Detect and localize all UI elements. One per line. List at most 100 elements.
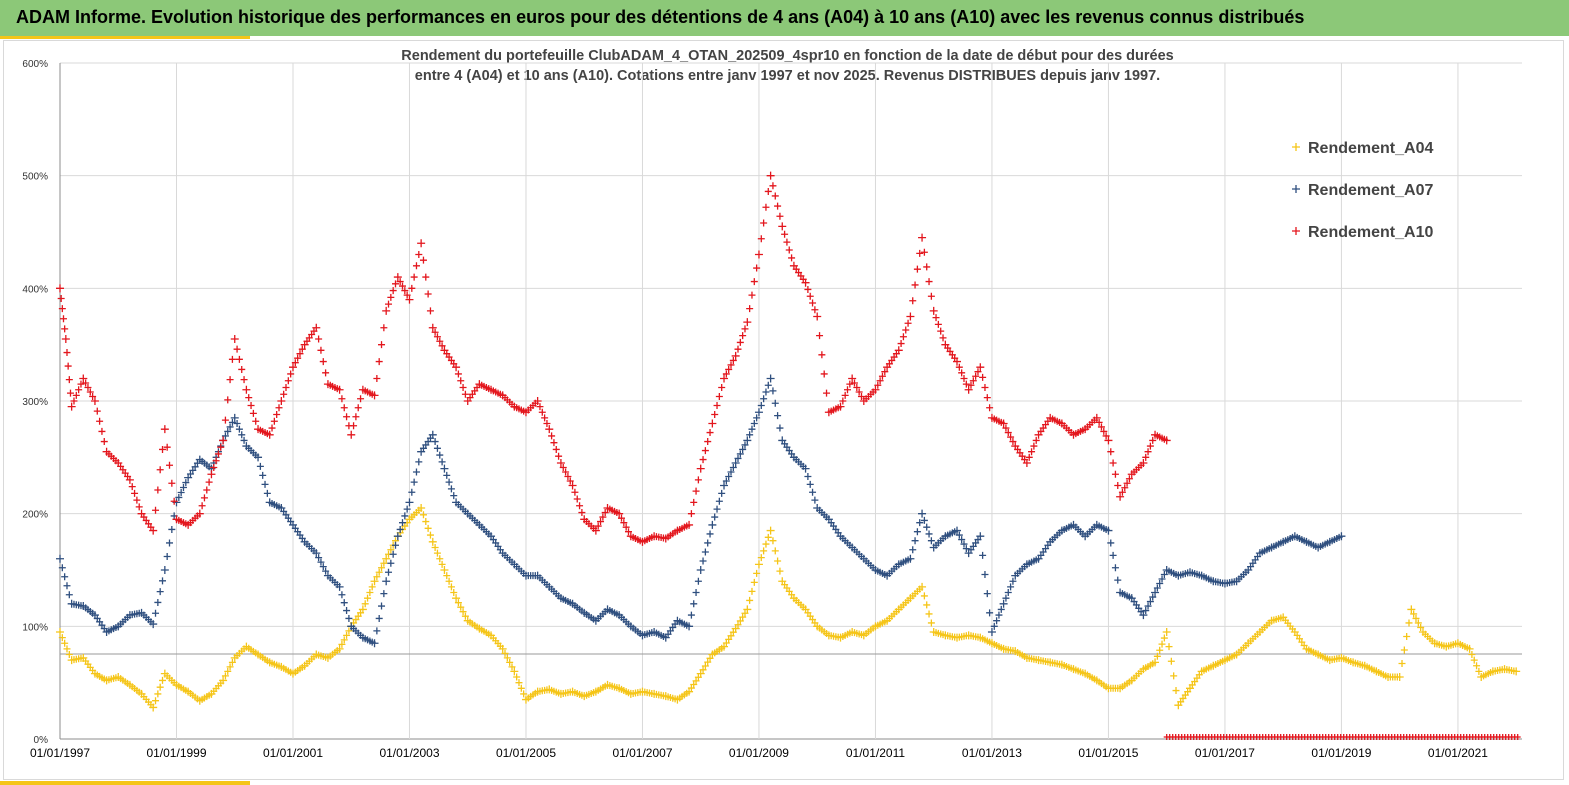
data-point xyxy=(156,683,164,691)
data-point xyxy=(166,461,174,469)
data-point xyxy=(410,478,418,486)
data-point xyxy=(335,582,344,591)
data-point xyxy=(58,305,66,313)
data-point xyxy=(962,545,970,553)
data-point xyxy=(287,370,295,378)
data-point xyxy=(207,470,216,479)
data-point xyxy=(960,374,968,382)
data-point xyxy=(373,573,381,581)
data-point xyxy=(685,687,694,696)
data-point xyxy=(368,583,376,591)
legend-label: Rendement_A10 xyxy=(1308,224,1433,241)
data-point xyxy=(98,427,106,435)
data-point xyxy=(958,536,966,544)
data-point xyxy=(816,332,824,340)
data-point xyxy=(195,509,204,518)
data-point xyxy=(748,291,756,299)
data-point xyxy=(727,468,735,476)
data-point xyxy=(955,363,963,371)
data-point xyxy=(447,583,455,591)
data-point xyxy=(436,555,444,563)
data-point xyxy=(754,560,763,569)
chart-title-line2: entre 4 (A04) et 10 ans (A10). Cotations… xyxy=(414,68,1161,84)
data-point xyxy=(461,390,469,398)
data-point xyxy=(393,532,402,541)
data-point xyxy=(997,605,1005,613)
data-point xyxy=(56,627,64,636)
data-point xyxy=(1473,662,1481,670)
data-point xyxy=(419,511,427,519)
x-tick-label: 01/01/1997 xyxy=(30,746,90,760)
data-point xyxy=(1107,539,1115,547)
data-point xyxy=(454,370,462,378)
data-point xyxy=(754,408,763,417)
data-point xyxy=(1144,602,1152,610)
data-point xyxy=(86,388,94,396)
data-point xyxy=(221,432,229,440)
data-point xyxy=(428,537,437,546)
data-point xyxy=(65,376,73,384)
data-point xyxy=(1009,577,1017,585)
data-point xyxy=(1146,442,1154,450)
data-point xyxy=(242,385,251,394)
data-point xyxy=(256,462,264,470)
data-point xyxy=(254,453,263,462)
data-point xyxy=(704,658,712,666)
data-point xyxy=(690,498,698,506)
data-point xyxy=(186,470,194,478)
data-point xyxy=(396,278,404,286)
data-point xyxy=(191,463,199,471)
data-point xyxy=(916,519,924,527)
data-point xyxy=(741,441,749,449)
data-point xyxy=(711,411,719,419)
data-point xyxy=(403,505,411,513)
data-point xyxy=(203,486,211,494)
data-point xyxy=(424,290,432,298)
series-a07 xyxy=(56,374,1346,648)
chart-frame xyxy=(3,40,1564,780)
data-point xyxy=(382,306,391,315)
data-point xyxy=(370,577,379,586)
data-point xyxy=(785,246,793,254)
data-point xyxy=(766,171,775,180)
data-point xyxy=(57,294,65,302)
data-point xyxy=(743,318,752,327)
data-point xyxy=(701,662,709,670)
data-point xyxy=(715,497,723,505)
data-point xyxy=(410,273,418,281)
data-point xyxy=(806,292,814,300)
data-point xyxy=(238,365,246,373)
y-tick-label: 0% xyxy=(34,735,49,746)
data-point xyxy=(1002,424,1010,432)
data-point xyxy=(240,436,248,444)
data-point xyxy=(1395,673,1404,682)
banner-title: ADAM Informe. Evolution historique des p… xyxy=(16,7,1305,27)
data-point xyxy=(1095,418,1103,426)
chart-title-line1: Rendement du portefeuille ClubADAM_4_OTA… xyxy=(401,48,1174,64)
data-point xyxy=(1100,427,1108,435)
data-point xyxy=(179,484,187,492)
data-point xyxy=(1121,484,1129,492)
data-point xyxy=(417,239,426,248)
data-point xyxy=(927,619,935,627)
x-axis: 01/01/1997 01/01/1999 01/01/2001 01/01/2003… xyxy=(30,746,1488,760)
data-point xyxy=(1514,734,1521,740)
data-point xyxy=(720,481,729,490)
data-point xyxy=(1004,429,1012,437)
data-point xyxy=(594,522,602,530)
data-point xyxy=(1111,564,1119,572)
data-point xyxy=(270,417,278,425)
data-point xyxy=(708,419,717,428)
data-point xyxy=(804,472,812,480)
data-point xyxy=(56,284,64,293)
data-point xyxy=(711,513,719,521)
data-point xyxy=(345,627,353,635)
data-point xyxy=(343,607,351,615)
data-point xyxy=(894,346,903,355)
data-point xyxy=(976,363,985,372)
data-point xyxy=(990,622,998,630)
data-point xyxy=(1144,448,1152,456)
data-point xyxy=(1104,436,1113,445)
data-point xyxy=(1109,459,1117,467)
data-point xyxy=(748,425,756,433)
